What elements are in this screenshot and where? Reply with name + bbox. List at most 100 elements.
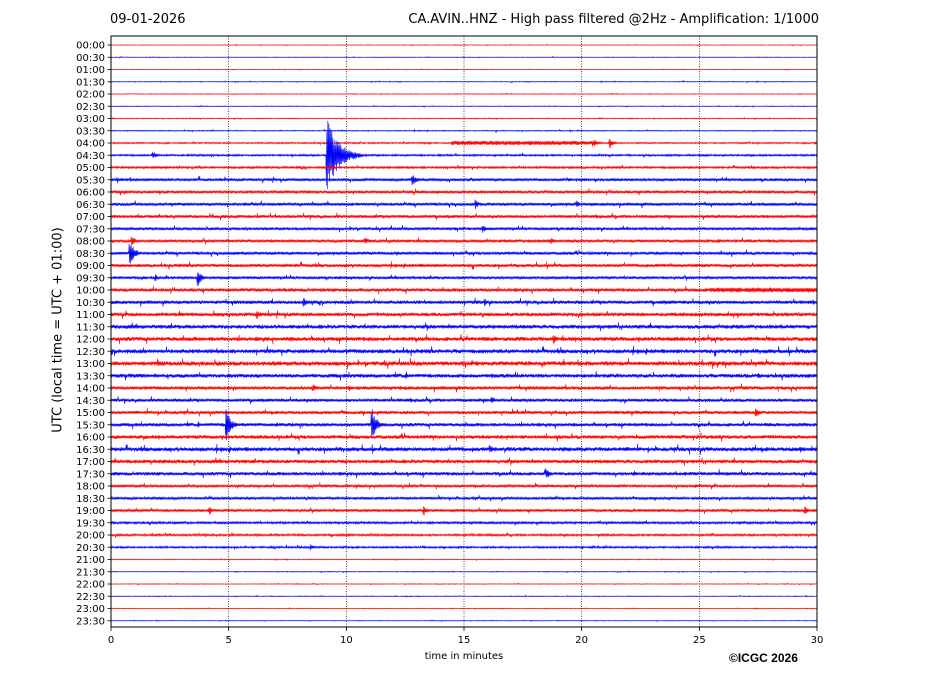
trace-2100 <box>110 557 818 562</box>
y-tick-label: 19:00 <box>76 506 105 517</box>
x-tick-label: 20 <box>575 635 588 646</box>
y-tick-label: 01:30 <box>76 77 105 88</box>
trace-0330 <box>110 128 818 133</box>
y-tick-label: 06:00 <box>76 188 105 199</box>
trace-1600 <box>110 432 818 442</box>
y-tick-label: 02:30 <box>76 102 105 113</box>
y-tick-label: 09:00 <box>76 261 105 272</box>
y-tick-label: 11:30 <box>76 322 105 333</box>
trace-2130 <box>110 570 818 574</box>
trace-1400 <box>110 383 818 393</box>
trace-0130 <box>110 80 818 84</box>
y-tick-label: 12:00 <box>76 335 105 346</box>
trace-0830 <box>110 243 818 264</box>
y-tick-label: 20:30 <box>76 543 105 554</box>
y-tick-label: 22:00 <box>76 580 105 591</box>
trace-0800 <box>110 236 818 246</box>
x-tick-label: 15 <box>458 635 471 646</box>
trace-1100 <box>110 309 818 320</box>
y-tick-label: 18:30 <box>76 494 105 505</box>
y-tick-label: 17:00 <box>76 457 105 468</box>
y-tick-label: 12:30 <box>76 347 105 358</box>
trace-1300 <box>110 357 818 370</box>
trace-0200 <box>110 92 818 96</box>
trace-0600 <box>110 188 818 196</box>
trace-0930 <box>110 272 818 286</box>
y-tick-label: 03:30 <box>76 126 105 137</box>
y-tick-label: 05:00 <box>76 163 105 174</box>
y-tick-label: 17:30 <box>76 469 105 480</box>
trace-0030 <box>110 55 818 59</box>
trace-0630 <box>110 199 818 210</box>
y-tick-label: 05:30 <box>76 175 105 186</box>
y-tick-label: 13:00 <box>76 359 105 370</box>
trace-0500 <box>110 164 818 171</box>
y-tick-label: 07:30 <box>76 224 105 235</box>
y-tick-label: 23:30 <box>76 616 105 627</box>
y-tick-label: 07:00 <box>76 212 105 223</box>
trace-1030 <box>110 297 818 307</box>
y-tick-label: 14:00 <box>76 384 105 395</box>
trace-1230 <box>110 345 818 357</box>
trace-0730 <box>110 225 818 233</box>
y-tick-label: 16:00 <box>76 433 105 444</box>
trace-1630 <box>110 443 818 455</box>
copyright-label: ©ICGC 2026 <box>729 651 798 665</box>
trace-0700 <box>110 212 818 221</box>
trace-1530 <box>110 409 818 441</box>
y-tick-label: 19:30 <box>76 518 105 529</box>
trace-1900 <box>110 506 818 516</box>
y-tick-label: 22:30 <box>76 592 105 603</box>
y-tick-label: 13:30 <box>76 371 105 382</box>
y-tick-label: 11:00 <box>76 310 105 321</box>
y-tick-label: 14:30 <box>76 396 105 407</box>
y-tick-label: 04:00 <box>76 139 105 150</box>
trace-1200 <box>110 334 818 345</box>
trace-1330 <box>110 370 818 381</box>
y-tick-label: 21:00 <box>76 555 105 566</box>
y-tick-label: 00:00 <box>76 41 105 52</box>
trace-1430 <box>110 396 818 405</box>
trace-0300 <box>110 116 818 121</box>
trace-0100 <box>110 68 818 71</box>
trace-2000 <box>110 532 818 538</box>
grid-layer <box>228 36 700 627</box>
y-tick-label: 10:30 <box>76 298 105 309</box>
trace-2030 <box>110 544 818 551</box>
y-tick-label: 18:00 <box>76 482 105 493</box>
y-tick-label: 06:30 <box>76 200 105 211</box>
trace-0400 <box>110 139 818 149</box>
trace-0430 <box>110 120 818 190</box>
x-ticks: 0 5 10 15 20 25 30 <box>108 627 824 646</box>
y-tick-label: 08:00 <box>76 237 105 248</box>
y-tick-label: 15:30 <box>76 420 105 431</box>
x-tick-label: 30 <box>811 635 824 646</box>
trace-1930 <box>110 520 818 526</box>
trace-2200 <box>110 582 818 586</box>
trace-layer <box>110 43 818 623</box>
trace-0530 <box>110 175 818 185</box>
trace-1800 <box>110 482 818 490</box>
y-tick-label: 23:00 <box>76 604 105 615</box>
trace-2300 <box>110 606 818 611</box>
x-tick-label: 5 <box>225 635 231 646</box>
y-tick-label: 16:30 <box>76 445 105 456</box>
y-tick-label: 21:30 <box>76 567 105 578</box>
y-tick-label: 10:00 <box>76 286 105 297</box>
trace-2230 <box>110 594 818 598</box>
trace-1830 <box>110 494 818 502</box>
x-tick-label: 10 <box>340 635 353 646</box>
y-tick-label: 15:00 <box>76 408 105 419</box>
trace-1000 <box>110 285 818 295</box>
x-axis-label: time in minutes <box>424 651 504 662</box>
trace-1730 <box>110 468 818 479</box>
y-tick-label: 04:30 <box>76 151 105 162</box>
x-tick-label: 0 <box>108 635 114 646</box>
y-tick-label: 03:00 <box>76 114 105 125</box>
chart-title: CA.AVIN..HNZ - High pass filtered @2Hz -… <box>408 12 819 27</box>
y-tick-label: 08:30 <box>76 249 105 260</box>
trace-0000 <box>110 43 818 47</box>
y-tick-label: 00:30 <box>76 53 105 64</box>
